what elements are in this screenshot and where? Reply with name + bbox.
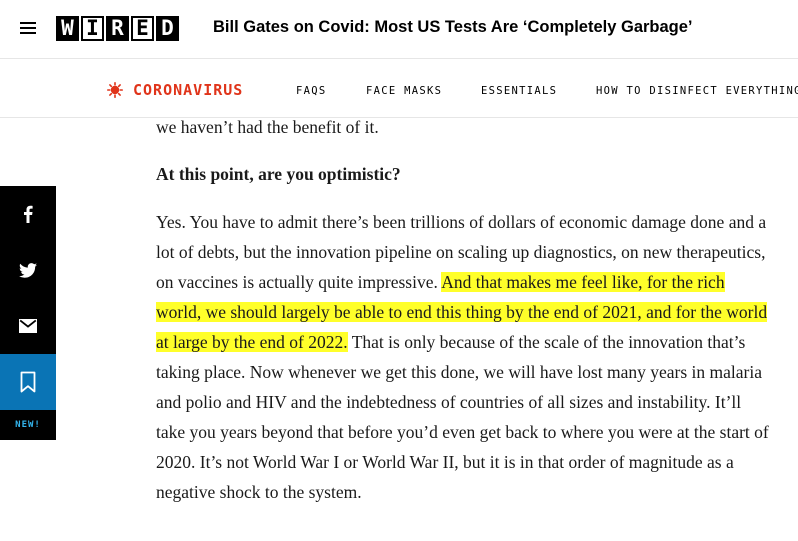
article-headline: Bill Gates on Covid: Most US Tests Are ‘… bbox=[213, 18, 693, 36]
bookmark-icon bbox=[20, 371, 36, 393]
nav-link-faqs[interactable]: FAQS bbox=[296, 85, 327, 97]
coronavirus-subnav: CORONAVIRUS FAQS FACE MASKS ESSENTIALS H… bbox=[0, 59, 798, 118]
facebook-icon bbox=[24, 205, 33, 223]
twitter-icon bbox=[19, 262, 37, 278]
answer-text: That is only because of the scale of the… bbox=[156, 332, 769, 502]
email-share-button[interactable] bbox=[0, 298, 56, 354]
top-header: W I R E D Bill Gates on Covid: Most US T… bbox=[0, 0, 798, 59]
nav-link-essentials[interactable]: ESSENTIALS bbox=[481, 85, 558, 97]
interview-question: At this point, are you optimistic? bbox=[156, 164, 401, 184]
logo-letter: R bbox=[106, 16, 129, 41]
twitter-share-button[interactable] bbox=[0, 242, 56, 298]
facebook-share-button[interactable] bbox=[0, 186, 56, 242]
coronavirus-tag[interactable]: CORONAVIRUS bbox=[133, 81, 244, 99]
answer-text: Yes. You have to admit there’s been tril… bbox=[156, 212, 767, 292]
logo-letter: D bbox=[156, 16, 179, 41]
share-rail: NEW! bbox=[0, 186, 56, 440]
nav-link-face-masks[interactable]: FACE MASKS bbox=[366, 85, 443, 97]
logo-letter: E bbox=[131, 16, 154, 41]
logo-letter: I bbox=[81, 16, 104, 41]
highlighted-text[interactable]: And that makes me feel like, for the ric… bbox=[156, 272, 768, 352]
save-story-button[interactable] bbox=[0, 354, 56, 410]
paragraph-continuation: we haven’t had the benefit of it. bbox=[156, 117, 379, 137]
interview-answer: Yes. You have to admit there’s been tril… bbox=[156, 207, 771, 507]
menu-icon[interactable] bbox=[20, 21, 36, 35]
nav-link-how-to-disinfect[interactable]: HOW TO DISINFECT EVERYTHING bbox=[596, 85, 798, 97]
email-icon bbox=[19, 319, 37, 333]
new-label: NEW! bbox=[0, 410, 56, 440]
virus-icon bbox=[107, 82, 123, 98]
logo-letter: W bbox=[56, 16, 79, 41]
wired-logo[interactable]: W I R E D bbox=[56, 16, 181, 41]
